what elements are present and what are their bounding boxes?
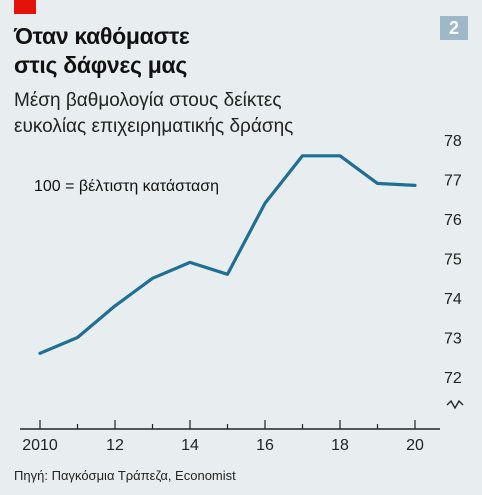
series-line-0	[38, 154, 417, 355]
y-tick-label-74: 74	[444, 291, 462, 308]
y-tick-label-72: 72	[444, 370, 462, 387]
x-tick-label-20: 20	[406, 437, 424, 454]
x-tick-label-2010: 2010	[22, 437, 58, 454]
chart-title: Όταν καθόμαστε στις δάφνες μας	[14, 22, 414, 80]
y-tick-label-77: 77	[444, 173, 462, 190]
x-tick-label-16: 16	[256, 437, 274, 454]
series-layer	[38, 154, 417, 355]
y-tick-label-73: 73	[444, 331, 462, 348]
x-axis: 2010 12 14 16 18 20	[20, 420, 440, 454]
x-tick-label-14: 14	[181, 437, 199, 454]
y-axis-ticks: 72 73 74 75 76 77 78	[444, 133, 464, 410]
chart-title-line2: στις δάφνες μας	[14, 52, 188, 78]
x-tick-label-12: 12	[106, 437, 124, 454]
chart-title-line1: Όταν καθόμαστε	[14, 23, 190, 49]
x-tick-label-18: 18	[331, 437, 349, 454]
brand-red-tag	[14, 0, 36, 14]
chart-subtitle-line2: ευκολίας επιχειρηματικής δράσης	[14, 116, 294, 137]
source-note: Πηγή: Παγκόσμια Τράπεζα, Economist	[14, 468, 236, 483]
chart-number-badge: 2	[440, 16, 468, 40]
chart-subtitle: Μέση βαθμολογία στους δείκτες ευκολίας ε…	[14, 88, 414, 140]
chart-subtitle-line1: Μέση βαθμολογία στους δείκτες	[14, 90, 282, 111]
annotation-label: 100 = βέλτιστη κατάσταση	[34, 178, 219, 195]
y-tick-label-78: 78	[444, 133, 462, 150]
y-tick-label-75: 75	[444, 252, 462, 269]
axis-break-icon	[446, 399, 464, 410]
y-tick-label-76: 76	[444, 212, 462, 229]
